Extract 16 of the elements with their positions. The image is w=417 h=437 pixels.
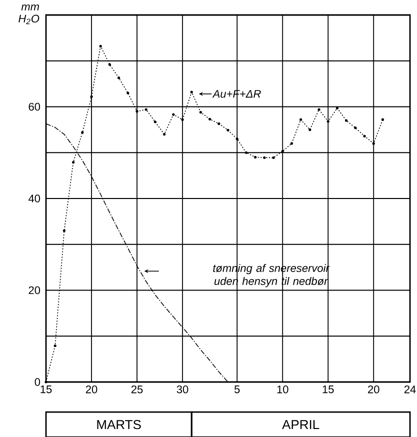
y-tick-label: 0 <box>34 378 40 386</box>
y-tick-label: 60 <box>28 102 40 111</box>
x-tick-label: 24 <box>404 386 416 394</box>
x-tick-label: 15 <box>322 386 334 394</box>
y-axis-title: mm H$_{2}$O <box>18 4 40 24</box>
x-tick-label: 20 <box>368 386 380 394</box>
text: APRIL <box>282 420 320 430</box>
x-tick-label: 20 <box>86 386 98 394</box>
x-tick-label: 25 <box>131 386 143 394</box>
text: MARTS <box>97 420 141 430</box>
y-tick-label: 20 <box>28 286 40 294</box>
x-tick-label: 10 <box>277 386 288 394</box>
x-tick-label: 15 <box>40 386 52 394</box>
x-tick-label: 30 <box>176 386 188 394</box>
x-tick-label: 5 <box>234 386 240 394</box>
y-tick-label: 40 <box>28 194 40 202</box>
